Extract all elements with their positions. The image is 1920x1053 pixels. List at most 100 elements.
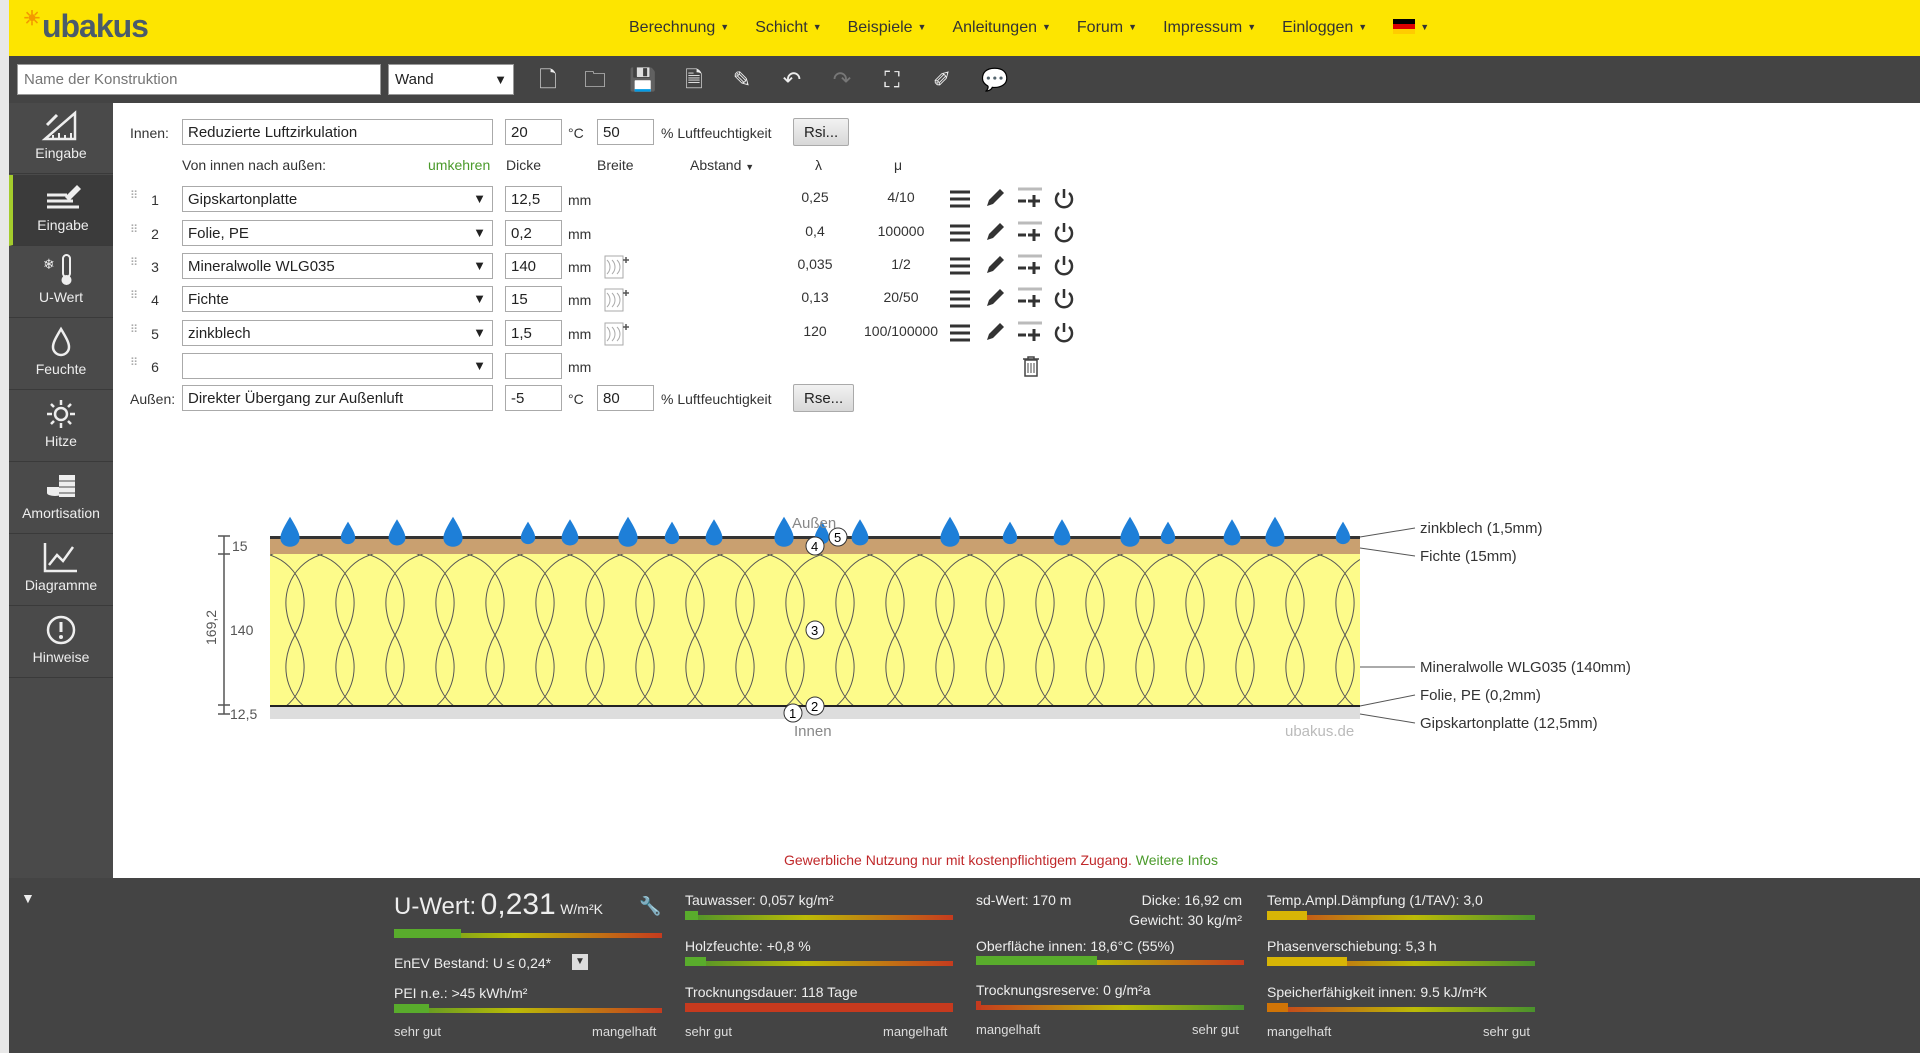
fullscreen-icon[interactable]: ⛶: [884, 67, 900, 92]
insert-layer-icon[interactable]: [1016, 220, 1044, 244]
innen-temperature-input[interactable]: 20: [505, 119, 562, 145]
menu-icon[interactable]: [948, 222, 972, 244]
layer-thickness-input[interactable]: 12,5: [505, 186, 562, 212]
wrench-icon[interactable]: 🔧: [639, 896, 662, 916]
comment-icon[interactable]: 💬: [981, 67, 1009, 92]
rse-button[interactable]: Rse...: [793, 384, 855, 412]
pdf-icon[interactable]: 🗎: [685, 67, 703, 92]
open-folder-icon[interactable]: 🗀: [583, 67, 606, 92]
aussen-temperature-input[interactable]: -5: [505, 385, 562, 411]
construction-type-select[interactable]: Wand ▼: [388, 64, 514, 95]
layer-thickness-input[interactable]: 15: [505, 286, 562, 312]
svg-text:❄: ❄: [43, 256, 55, 272]
new-file-icon[interactable]: 🗋: [539, 67, 557, 92]
column-abstand[interactable]: Abstand ▼: [690, 157, 754, 173]
water-drop-icon: [340, 521, 356, 545]
construction-name-input[interactable]: [17, 64, 381, 95]
inhomogeneous-layer-icon[interactable]: [603, 254, 629, 280]
menu-icon[interactable]: [948, 288, 972, 310]
brush-icon[interactable]: ✐: [932, 67, 952, 92]
undo-icon[interactable]: ↶: [782, 67, 802, 92]
layer-material-select[interactable]: Folie, PE ▼: [182, 220, 493, 246]
drag-handle-icon[interactable]: ⠿: [130, 290, 140, 302]
top-navigation: ☀ubakus Berechnung ▼ Schicht ▼ Beispiele ▼ …: [9, 0, 1920, 56]
sidebar-item-hitze[interactable]: Hitze: [9, 391, 113, 462]
insert-layer-icon[interactable]: [1016, 286, 1044, 310]
power-toggle-icon[interactable]: [1052, 254, 1076, 278]
language-selector[interactable]: ▼: [1393, 19, 1429, 37]
inhomogeneous-layer-icon[interactable]: [603, 321, 629, 347]
logo[interactable]: ☀ubakus: [23, 8, 149, 45]
marker-4: 4: [811, 539, 818, 554]
menu-icon[interactable]: [948, 322, 972, 344]
nav-anleitungen[interactable]: Anleitungen ▼: [952, 19, 1051, 36]
layer-lambda: 0,035: [797, 256, 833, 272]
redo-icon[interactable]: ↷: [832, 67, 852, 92]
save-icon[interactable]: 💾: [629, 67, 657, 92]
trash-icon[interactable]: [1022, 355, 1040, 377]
insert-layer-icon[interactable]: [1016, 186, 1044, 210]
drag-handle-icon[interactable]: ⠿: [130, 257, 140, 269]
pencil-icon[interactable]: [984, 287, 1006, 309]
layer-thickness-input[interactable]: 140: [505, 253, 562, 279]
pencil-icon[interactable]: [984, 321, 1006, 343]
uwert-value: 0,231: [480, 888, 556, 921]
inhomogeneous-layer-icon[interactable]: [603, 287, 629, 313]
layer-material-select[interactable]: Mineralwolle WLG035 ▼: [182, 253, 493, 279]
drag-handle-icon[interactable]: ⠿: [130, 324, 140, 336]
innen-condition-input[interactable]: Reduzierte Luftzirkulation: [182, 119, 493, 145]
layer-thickness-input[interactable]: [505, 353, 562, 379]
nav-berechnung[interactable]: Berechnung ▼: [629, 19, 730, 36]
reserve-bar: [976, 1001, 1244, 1010]
layer-material-select[interactable]: Gipskartonplatte ▼: [182, 186, 493, 212]
sidebar-item-hinweise[interactable]: Hinweise: [9, 607, 113, 678]
drag-handle-icon[interactable]: ⠿: [130, 357, 140, 369]
phase-bar: [1267, 957, 1535, 966]
pencil-icon[interactable]: [984, 221, 1006, 243]
legend-folie: Folie, PE (0,2mm): [1420, 687, 1541, 704]
power-toggle-icon[interactable]: [1052, 287, 1076, 311]
scale-bad: mangelhaft: [1267, 1024, 1332, 1039]
water-drop-icon: [1223, 519, 1241, 546]
sidebar-item-amortisation[interactable]: Amortisation: [9, 463, 113, 534]
enev-dropdown-icon[interactable]: ▼: [572, 954, 588, 970]
power-toggle-icon[interactable]: [1052, 321, 1076, 345]
nav-einloggen[interactable]: Einloggen ▼: [1282, 19, 1368, 36]
more-info-link[interactable]: Weitere Infos: [1135, 852, 1218, 868]
layer-thickness-input[interactable]: 0,2: [505, 220, 562, 246]
power-toggle-icon[interactable]: [1052, 221, 1076, 245]
rsi-button[interactable]: Rsi...: [793, 118, 850, 146]
sidebar-item-eingabe-layers[interactable]: Eingabe: [9, 175, 113, 246]
collapse-icon[interactable]: ▼: [21, 890, 35, 906]
sidebar-item-eingabe-ruler[interactable]: Eingabe: [9, 103, 113, 174]
dimension-axis: 15 140 12,5 169,2: [203, 535, 257, 722]
nav-schicht[interactable]: Schicht ▼: [755, 19, 822, 36]
aussen-humidity-input[interactable]: 80: [597, 385, 654, 411]
sidebar-item-diagramme[interactable]: Diagramme: [9, 535, 113, 606]
drag-handle-icon[interactable]: ⠿: [130, 224, 140, 236]
nav-forum[interactable]: Forum ▼: [1076, 19, 1138, 36]
edit-icon[interactable]: ✎: [732, 67, 752, 92]
nav-impressum[interactable]: Impressum ▼: [1163, 19, 1257, 36]
nav-beispiele[interactable]: Beispiele ▼: [847, 19, 927, 36]
layer-material-select[interactable]: Fichte ▼: [182, 286, 493, 312]
menu-icon[interactable]: [948, 188, 972, 210]
pencil-icon[interactable]: [984, 187, 1006, 209]
reverse-link[interactable]: umkehren: [428, 157, 491, 173]
insert-layer-icon[interactable]: [1016, 320, 1044, 344]
pencil-icon[interactable]: [984, 254, 1006, 276]
layer-thickness-input[interactable]: 1,5: [505, 320, 562, 346]
drag-handle-icon[interactable]: ⠿: [130, 190, 140, 202]
menu-icon[interactable]: [948, 255, 972, 277]
caret-down-icon: ▼: [812, 22, 822, 32]
enev-text: EnEV Bestand: U ≤ 0,24*: [394, 955, 552, 971]
innen-humidity-input[interactable]: 50: [597, 119, 654, 145]
layer-material-select[interactable]: zinkblech ▼: [182, 320, 493, 346]
insert-layer-icon[interactable]: [1016, 253, 1044, 277]
layer-lambda: 0,25: [801, 189, 829, 205]
layer-material-select[interactable]: ▼: [182, 353, 493, 379]
sidebar-item-feuchte[interactable]: Feuchte: [9, 319, 113, 390]
power-toggle-icon[interactable]: [1052, 187, 1076, 211]
sidebar-item-uwert[interactable]: ❄ U-Wert: [9, 247, 113, 318]
aussen-condition-input[interactable]: Direkter Übergang zur Außenluft: [182, 385, 493, 411]
